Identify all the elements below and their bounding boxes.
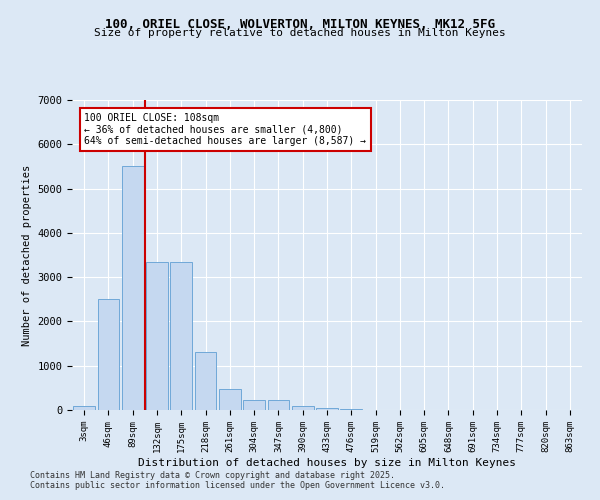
Bar [122,166,143,410]
Bar [146,262,168,410]
X-axis label: Distribution of detached houses by size in Milton Keynes: Distribution of detached houses by size … [138,458,516,468]
Bar [243,400,265,410]
Bar [97,300,119,410]
Y-axis label: Number of detached properties: Number of detached properties [22,164,32,346]
Bar [316,408,338,410]
Bar [219,388,241,410]
Bar [292,406,314,410]
Bar [268,400,289,410]
Bar [73,406,95,410]
Text: Contains HM Land Registry data © Crown copyright and database right 2025.
Contai: Contains HM Land Registry data © Crown c… [30,470,445,490]
Text: Size of property relative to detached houses in Milton Keynes: Size of property relative to detached ho… [94,28,506,38]
Bar [340,408,362,410]
Text: 100, ORIEL CLOSE, WOLVERTON, MILTON KEYNES, MK12 5FG: 100, ORIEL CLOSE, WOLVERTON, MILTON KEYN… [105,18,495,30]
Bar [194,352,217,410]
Bar [170,262,192,410]
Text: 100 ORIEL CLOSE: 108sqm
← 36% of detached houses are smaller (4,800)
64% of semi: 100 ORIEL CLOSE: 108sqm ← 36% of detache… [85,114,367,146]
